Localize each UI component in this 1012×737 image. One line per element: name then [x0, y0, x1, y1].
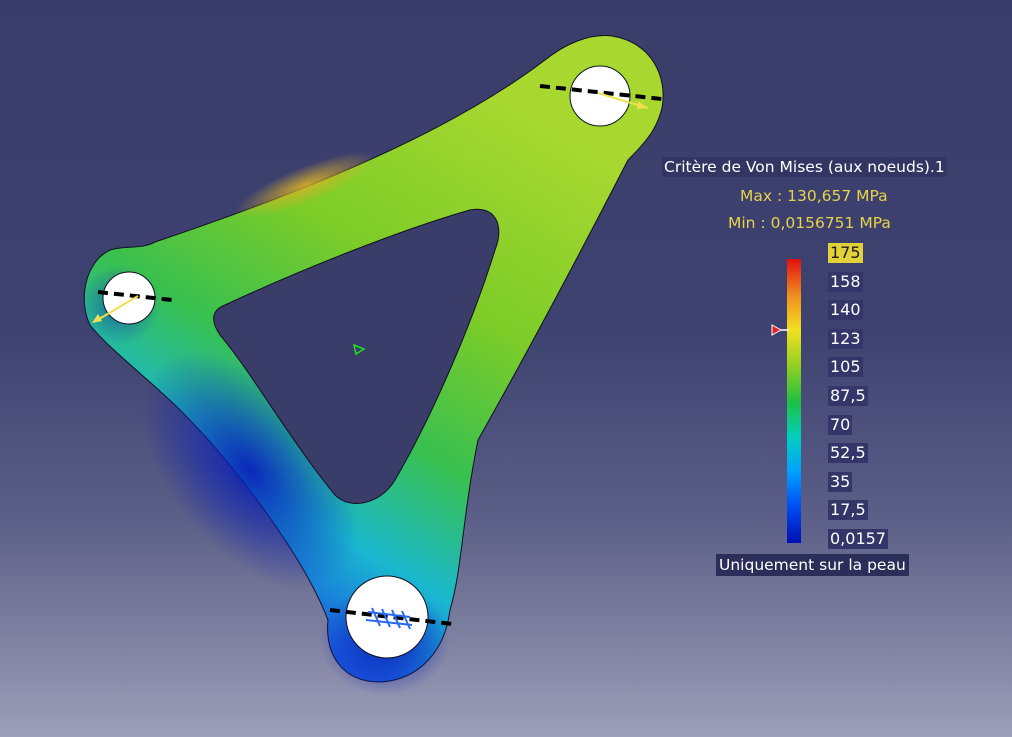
color-scale-bar[interactable] — [787, 259, 801, 543]
scale-tick-label: 140 — [828, 300, 863, 321]
legend-title[interactable]: Critère de Von Mises (aux noeuds).1 — [662, 157, 947, 177]
skin-only-label[interactable]: Uniquement sur la peau — [716, 554, 909, 576]
scale-tick-label: 87,5 — [828, 386, 868, 406]
scale-tick-label: 17,5 — [828, 500, 868, 521]
scale-tick-label: 70 — [828, 414, 853, 435]
clamp-symbol — [365, 607, 413, 630]
scale-tick-label: 123 — [828, 328, 863, 349]
scale-tick-label: 0,0157 — [828, 529, 888, 549]
scale-tick-label: 158 — [828, 271, 863, 292]
scale-tick-label: 175 — [828, 243, 863, 263]
scale-tick-label: 52,5 — [828, 443, 868, 464]
scale-tick-label: 105 — [828, 357, 863, 378]
center-cutout — [213, 208, 500, 504]
scale-tick-label: 35 — [828, 471, 853, 492]
bracket-part[interactable] — [80, 35, 664, 695]
legend-max-value: Max : 130,657 MPa — [740, 187, 888, 205]
hole-top-right[interactable] — [569, 65, 631, 127]
max-value-flag-icon — [771, 324, 789, 336]
boundary-symbols — [92, 84, 663, 630]
legend-min-value: Min : 0,0156751 MPa — [728, 214, 891, 232]
origin-marker-icon — [352, 343, 366, 356]
